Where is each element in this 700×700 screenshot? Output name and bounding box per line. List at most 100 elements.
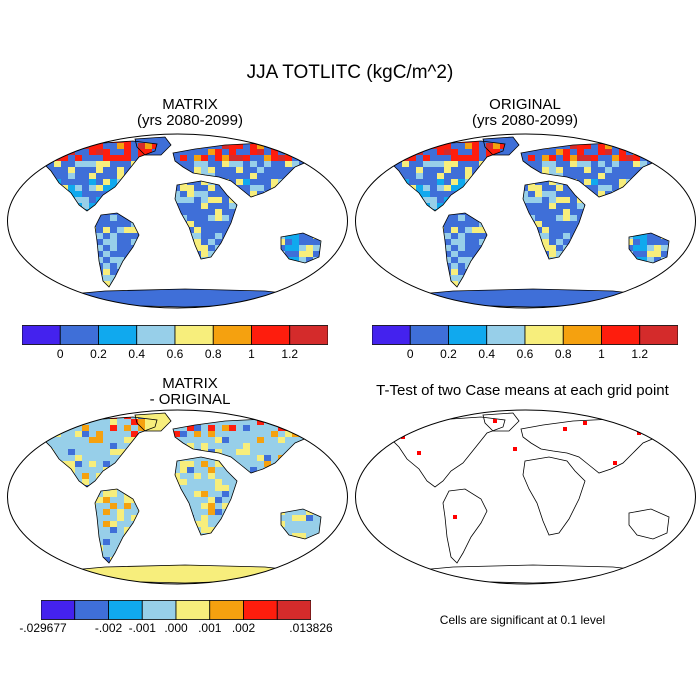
grid-cell [152,269,159,275]
grid-cell [348,173,350,179]
grid-cell [5,191,12,197]
grid-cell [75,215,82,221]
grid-cell [19,155,26,161]
grid-cell [320,257,327,263]
grid-cell [250,251,257,257]
grid-cell [243,245,250,251]
grid-cell [159,167,166,173]
grid-cell [327,239,334,245]
grid-cell [334,137,341,143]
grid-cell [313,131,320,137]
grid-cell [313,299,320,305]
grid-cell [416,239,423,245]
grid-cell [5,305,12,311]
grid-cell [299,287,306,293]
grid-cell [271,245,278,251]
grid-cell [26,299,33,305]
grid-cell [278,137,285,143]
grid-cell [348,263,350,269]
grid-cell [430,251,437,257]
grid-cell [285,221,292,227]
grid-cell [278,215,285,221]
grid-cell [278,281,285,287]
grid-cell [271,251,278,257]
grid-cell [145,227,152,233]
grid-cell [313,191,315,197]
grid-cell [341,299,348,305]
grid-cell [320,287,327,293]
grid-cell [327,227,334,233]
grid-cell [348,263,350,269]
grid-cell [285,197,292,203]
grid-cell [327,137,334,143]
grid-cell [54,287,61,293]
grid-cell [374,191,381,197]
grid-cell [187,251,194,257]
grid-cell [264,251,271,257]
grid-cell [341,137,348,143]
grid-cell [236,239,243,245]
grid-cell [500,191,505,197]
grid-cell [278,275,285,281]
grid-cell [271,299,278,305]
grid-cell [528,233,535,239]
grid-cell [152,155,159,161]
grid-cell [166,209,173,215]
grid-cell [348,197,350,203]
grid-cell [514,269,521,275]
grid-cell [229,239,236,245]
grid-cell [229,245,236,251]
grid-cell [131,215,138,221]
grid-cell [208,257,215,263]
grid-cell [348,221,350,227]
grid-cell [292,215,299,221]
grid-cell [229,239,236,245]
grid-cell [12,185,19,191]
grid-cell [327,203,334,209]
grid-cell [40,137,47,143]
grid-cell [271,143,278,149]
grid-cell [152,197,159,203]
grid-cell [12,131,19,137]
grid-cell [68,269,75,275]
grid-cell [180,233,187,239]
grid-cell [166,191,173,197]
grid-cell [271,245,278,251]
grid-cell [19,149,26,155]
grid-cell [19,161,26,167]
grid-cell [138,173,145,179]
grid-cell [82,275,89,281]
grid-cell [264,227,271,233]
grid-cell [138,239,145,245]
grid-cell [208,161,215,167]
grid-cell [250,215,257,221]
grid-cell [278,167,285,173]
grid-cell [19,215,26,221]
grid-cell [33,191,40,197]
grid-cell [320,269,327,275]
grid-cell [430,263,437,269]
grid-cell [5,173,12,179]
grid-cell [187,275,194,281]
grid-cell [250,233,257,239]
grid-cell [187,269,194,275]
grid-cell [89,149,96,155]
grid-cell [341,275,348,281]
grid-cell [682,215,689,221]
grid-cell [5,137,12,143]
grid-cell [236,281,243,287]
grid-cell [40,293,47,299]
grid-cell [514,245,521,251]
grid-cell [341,173,348,179]
grid-cell [341,263,348,269]
grid-cell [334,227,341,233]
grid-cell [348,281,350,287]
grid-cell [395,191,402,197]
grid-cell [208,149,215,155]
grid-cell [257,137,264,143]
grid-cell [208,281,215,287]
grid-cell [180,137,187,143]
grid-cell [313,275,320,281]
grid-cell [75,215,82,221]
grid-cell [334,287,341,293]
